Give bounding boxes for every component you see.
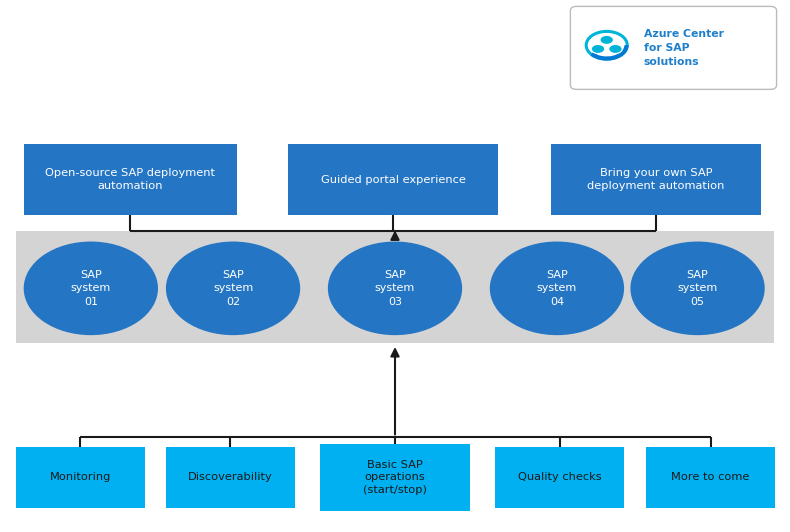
FancyBboxPatch shape (320, 444, 470, 511)
Text: More to come: More to come (672, 472, 750, 483)
Circle shape (608, 45, 623, 54)
Ellipse shape (490, 242, 624, 335)
Text: Discoverability: Discoverability (188, 472, 273, 483)
Ellipse shape (166, 242, 300, 335)
Text: SAP
system
05: SAP system 05 (678, 270, 717, 307)
FancyBboxPatch shape (495, 447, 624, 508)
Text: Guided portal experience: Guided portal experience (321, 174, 465, 185)
FancyBboxPatch shape (288, 144, 498, 215)
Text: Monitoring: Monitoring (50, 472, 111, 483)
Text: Bring your own SAP
deployment automation: Bring your own SAP deployment automation (588, 168, 724, 192)
Circle shape (591, 45, 605, 54)
Text: Quality checks: Quality checks (518, 472, 601, 483)
Ellipse shape (328, 242, 462, 335)
Ellipse shape (24, 242, 158, 335)
FancyBboxPatch shape (166, 447, 295, 508)
Text: SAP
system
03: SAP system 03 (375, 270, 415, 307)
FancyBboxPatch shape (646, 447, 775, 508)
Text: Open-source SAP deployment
automation: Open-source SAP deployment automation (45, 168, 216, 192)
Ellipse shape (630, 242, 765, 335)
Text: Azure Center
for SAP
solutions: Azure Center for SAP solutions (644, 29, 724, 67)
Text: SAP
system
04: SAP system 04 (537, 270, 577, 307)
Circle shape (600, 36, 614, 45)
FancyBboxPatch shape (16, 231, 774, 343)
FancyBboxPatch shape (16, 447, 145, 508)
Text: SAP
system
02: SAP system 02 (213, 270, 253, 307)
Text: Basic SAP
operations
(start/stop): Basic SAP operations (start/stop) (363, 460, 427, 495)
FancyBboxPatch shape (24, 144, 237, 215)
FancyBboxPatch shape (551, 144, 761, 215)
FancyBboxPatch shape (570, 6, 777, 89)
Text: SAP
system
01: SAP system 01 (71, 270, 111, 307)
